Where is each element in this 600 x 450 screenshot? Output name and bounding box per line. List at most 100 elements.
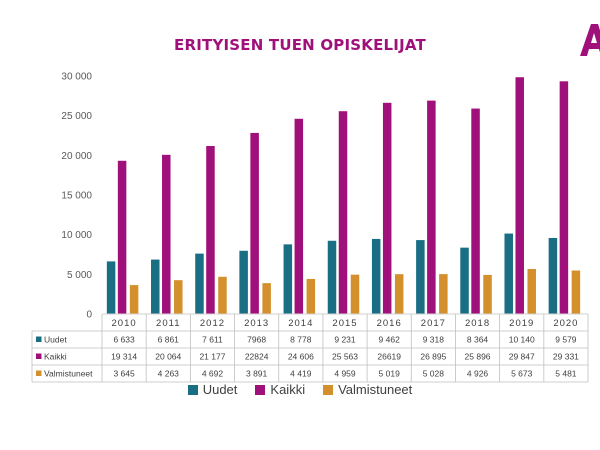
bar-uudet-2020 <box>548 238 558 314</box>
bar-kaikki-2019 <box>515 77 524 314</box>
table-cell-kaikki-2014: 24 606 <box>288 352 314 362</box>
table-cell-kaikki-2011: 20 064 <box>155 352 181 362</box>
table-cell-uudet-2015: 9 231 <box>334 335 356 345</box>
table-swatch-valmistuneet <box>36 370 42 376</box>
bar-valmistuneet-2016 <box>394 274 404 314</box>
table-cell-uudet-2016: 9 462 <box>379 335 401 345</box>
table-cell-kaikki-2020: 29 331 <box>553 352 579 362</box>
bar-uudet-2013 <box>239 250 248 314</box>
table-cell-kaikki-2013: 22824 <box>245 352 269 362</box>
table-cell-valmistuneet-2017: 5 028 <box>423 369 445 379</box>
y-tick-label: 5 000 <box>67 270 92 281</box>
bar-kaikki-2018 <box>471 108 480 314</box>
category-label: 2010 <box>112 318 137 329</box>
y-tick-label: 0 <box>86 310 92 321</box>
table-cell-valmistuneet-2020: 5 481 <box>555 369 577 379</box>
bar-valmistuneet-2013 <box>262 283 271 314</box>
table-swatch-uudet <box>36 336 42 342</box>
table-cell-kaikki-2018: 25 896 <box>465 352 491 362</box>
table-cell-valmistuneet-2016: 5 019 <box>379 369 401 379</box>
table-cell-kaikki-2017: 26 895 <box>420 352 446 362</box>
table-cell-kaikki-2015: 25 563 <box>332 352 358 362</box>
bar-kaikki-2012 <box>206 145 215 314</box>
bar-uudet-2015 <box>327 240 337 314</box>
table-cell-uudet-2011: 6 861 <box>158 335 180 345</box>
category-label: 2015 <box>332 318 357 329</box>
table-row-label-kaikki: Kaikki <box>44 352 67 362</box>
table-cell-valmistuneet-2013: 3 891 <box>246 369 268 379</box>
bar-valmistuneet-2015 <box>350 274 360 314</box>
bar-kaikki-2016 <box>382 102 392 314</box>
table-cell-kaikki-2012: 21 177 <box>199 352 225 362</box>
table-cell-valmistuneet-2018: 4 926 <box>467 369 489 379</box>
legend-item-valmistuneet: Valmistuneet <box>323 382 412 397</box>
table-cell-uudet-2014: 8 778 <box>290 335 312 345</box>
bar-valmistuneet-2020 <box>571 270 581 314</box>
legend-swatch-kaikki <box>255 384 266 395</box>
bar-uudet-2010 <box>106 261 116 314</box>
bar-uudet-2016 <box>371 238 381 314</box>
legend-item-kaikki: Kaikki <box>255 382 305 397</box>
legend-label-uudet: Uudet <box>202 382 238 397</box>
bar-kaikki-2017 <box>427 100 436 315</box>
table-cell-valmistuneet-2011: 4 263 <box>158 369 180 379</box>
bar-kaikki-2010 <box>117 160 127 314</box>
table-cell-kaikki-2016: 26619 <box>377 352 401 362</box>
category-label: 2019 <box>509 318 534 329</box>
bar-uudet-2019 <box>504 233 513 314</box>
bar-valmistuneet-2011 <box>174 280 183 314</box>
y-tick-label: 30 000 <box>61 72 92 83</box>
table-cell-valmistuneet-2010: 3 645 <box>113 369 135 379</box>
category-label: 2020 <box>553 318 578 329</box>
table-cell-uudet-2010: 6 633 <box>113 335 135 345</box>
bar-uudet-2011 <box>151 259 160 314</box>
chart-title: ERITYISEN TUEN OPISKELIJAT <box>174 36 426 54</box>
bar-uudet-2014 <box>283 244 293 314</box>
bar-valmistuneet-2017 <box>439 274 448 314</box>
legend-swatch-valmistuneet <box>323 384 334 395</box>
category-label: 2018 <box>465 318 490 329</box>
bar-kaikki-2020 <box>559 81 569 314</box>
category-label: 2013 <box>244 318 269 329</box>
y-tick-label: 15 000 <box>61 191 92 202</box>
category-label: 2014 <box>288 318 313 329</box>
legend-item-uudet: Uudet <box>187 382 238 397</box>
chart-legend: Uudet Kaikki Valmistuneet <box>0 382 600 397</box>
category-label: 2012 <box>200 318 225 329</box>
bar-valmistuneet-2018 <box>483 274 492 314</box>
logo-icon <box>580 24 600 56</box>
category-label: 2017 <box>421 318 446 329</box>
table-cell-uudet-2013: 7968 <box>247 335 266 345</box>
legend-swatch-uudet <box>187 384 198 395</box>
y-tick-label: 20 000 <box>61 151 92 162</box>
y-tick-label: 10 000 <box>61 230 92 241</box>
bar-uudet-2018 <box>460 247 469 314</box>
bar-valmistuneet-2010 <box>129 285 139 314</box>
table-row-label-uudet: Uudet <box>44 335 67 345</box>
bar-kaikki-2011 <box>162 154 171 314</box>
bar-uudet-2012 <box>195 253 204 314</box>
table-cell-kaikki-2010: 19 314 <box>111 352 137 362</box>
table-row-label-valmistuneet: Valmistuneet <box>44 369 93 379</box>
table-cell-kaikki-2019: 29 847 <box>509 352 535 362</box>
table-swatch-kaikki <box>36 353 42 359</box>
bar-valmistuneet-2014 <box>306 278 316 314</box>
category-label: 2011 <box>156 318 180 329</box>
bar-kaikki-2014 <box>294 118 304 315</box>
bar-kaikki-2015 <box>338 111 348 315</box>
table-cell-valmistuneet-2014: 4 419 <box>290 369 312 379</box>
table-cell-uudet-2017: 9 318 <box>423 335 445 345</box>
table-cell-uudet-2019: 10 140 <box>509 335 535 345</box>
table-cell-uudet-2012: 7 611 <box>202 335 223 345</box>
legend-label-valmistuneet: Valmistuneet <box>338 382 413 397</box>
bar-kaikki-2013 <box>250 132 259 314</box>
bar-uudet-2017 <box>416 240 425 314</box>
table-cell-uudet-2018: 8 364 <box>467 335 489 345</box>
y-tick-label: 25 000 <box>61 111 92 122</box>
bar-valmistuneet-2019 <box>527 268 536 314</box>
category-label: 2016 <box>377 318 402 329</box>
bar-valmistuneet-2012 <box>218 276 227 314</box>
table-cell-valmistuneet-2019: 5 673 <box>511 369 533 379</box>
table-cell-valmistuneet-2012: 4 692 <box>202 369 224 379</box>
